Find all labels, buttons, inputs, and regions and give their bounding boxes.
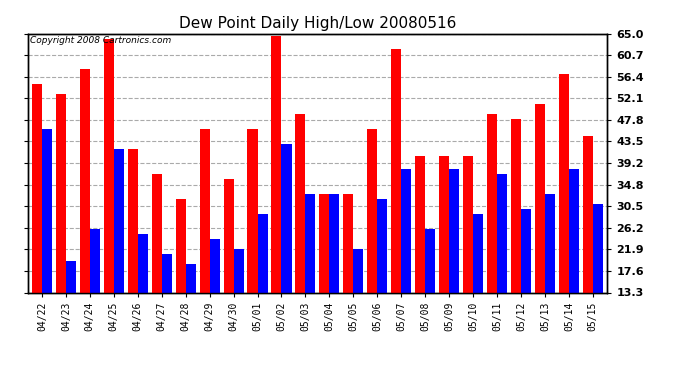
Bar [128,149,138,359]
Bar [138,234,148,359]
Bar [377,199,387,359]
Bar [463,156,473,359]
Bar [583,136,593,359]
Bar [306,194,315,359]
Bar [593,204,603,359]
Bar [56,94,66,359]
Bar [401,169,411,359]
Bar [104,39,114,359]
Bar [234,249,244,359]
Bar [210,239,219,359]
Bar [319,194,329,359]
Bar [152,174,161,359]
Bar [425,229,435,359]
Bar [257,214,268,359]
Bar [535,104,545,359]
Bar [439,156,449,359]
Bar [248,129,257,359]
Bar [521,209,531,359]
Bar [199,129,210,359]
Bar [497,174,507,359]
Bar [80,69,90,359]
Bar [66,261,76,359]
Bar [161,254,172,359]
Bar [176,199,186,359]
Bar [391,49,401,359]
Bar [415,156,425,359]
Title: Dew Point Daily High/Low 20080516: Dew Point Daily High/Low 20080516 [179,16,456,31]
Bar [511,119,521,359]
Bar [114,149,124,359]
Bar [559,74,569,359]
Bar [32,84,42,359]
Bar [271,36,282,359]
Bar [224,179,234,359]
Bar [367,129,377,359]
Bar [545,194,555,359]
Bar [282,144,292,359]
Bar [42,129,52,359]
Bar [569,169,579,359]
Bar [343,194,353,359]
Bar [186,264,196,359]
Bar [449,169,459,359]
Bar [295,114,306,359]
Bar [329,194,339,359]
Bar [487,114,497,359]
Bar [353,249,364,359]
Text: Copyright 2008 Cartronics.com: Copyright 2008 Cartronics.com [30,36,172,45]
Bar [90,229,100,359]
Bar [473,214,483,359]
